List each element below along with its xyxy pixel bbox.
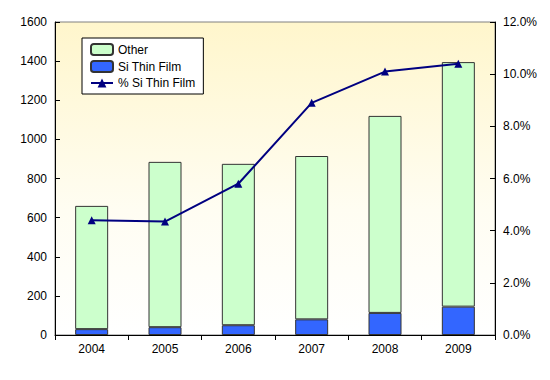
svg-text:8.0%: 8.0% — [503, 119, 531, 133]
svg-text:12.0%: 12.0% — [503, 15, 537, 29]
svg-text:400: 400 — [27, 250, 47, 264]
svg-text:200: 200 — [27, 289, 47, 303]
svg-text:2007: 2007 — [298, 342, 325, 356]
svg-text:1000: 1000 — [20, 132, 47, 146]
svg-text:Si Thin Film: Si Thin Film — [118, 60, 181, 74]
svg-text:0: 0 — [40, 328, 47, 342]
svg-text:2006: 2006 — [225, 342, 252, 356]
svg-text:1400: 1400 — [20, 54, 47, 68]
svg-text:Other: Other — [118, 43, 148, 57]
svg-text:6.0%: 6.0% — [503, 172, 531, 186]
svg-text:2.0%: 2.0% — [503, 276, 531, 290]
svg-text:2008: 2008 — [372, 342, 399, 356]
svg-text:600: 600 — [27, 211, 47, 225]
svg-text:1600: 1600 — [20, 15, 47, 29]
svg-text:1200: 1200 — [20, 93, 47, 107]
svg-text:2009: 2009 — [445, 342, 472, 356]
svg-text:800: 800 — [27, 172, 47, 186]
svg-text:% Si Thin Film: % Si Thin Film — [118, 76, 195, 90]
svg-text:10.0%: 10.0% — [503, 67, 537, 81]
svg-text:4.0%: 4.0% — [503, 224, 531, 238]
svg-text:2004: 2004 — [78, 342, 105, 356]
svg-text:0.0%: 0.0% — [503, 328, 531, 342]
svg-text:2005: 2005 — [152, 342, 179, 356]
